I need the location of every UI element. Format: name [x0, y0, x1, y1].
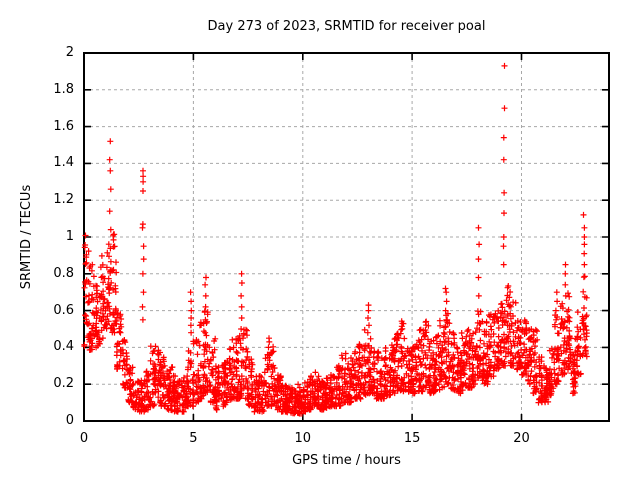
chart-title: Day 273 of 2023, SRMTID for receiver poa…	[207, 19, 486, 34]
y-tick-label: 0.4	[53, 339, 74, 355]
plot-border	[83, 52, 610, 422]
x-axis-label: GPS time / hours	[292, 453, 401, 468]
x-tick-label: 20	[513, 431, 530, 446]
y-tick-label: 1.8	[53, 81, 74, 97]
x-tick-label: 0	[79, 431, 89, 446]
y-tick-label: 0.8	[53, 265, 74, 281]
y-tick-label: 1.2	[53, 192, 74, 208]
y-tick-label: 1.6	[53, 118, 74, 134]
y-tick-label: 0.2	[53, 376, 74, 392]
x-tick-label: 15	[403, 431, 421, 446]
scatter-points	[81, 62, 590, 417]
x-tick-label: 5	[189, 431, 198, 446]
y-tick-label: 0	[65, 413, 74, 428]
y-tick-label: 2	[65, 45, 74, 60]
y-tick-label: 1.4	[53, 155, 74, 171]
y-tick-label: 0.6	[53, 302, 74, 318]
grid-lines	[84, 53, 609, 421]
x-tick-label: 10	[294, 431, 312, 446]
y-tick-label: 1	[65, 229, 74, 244]
